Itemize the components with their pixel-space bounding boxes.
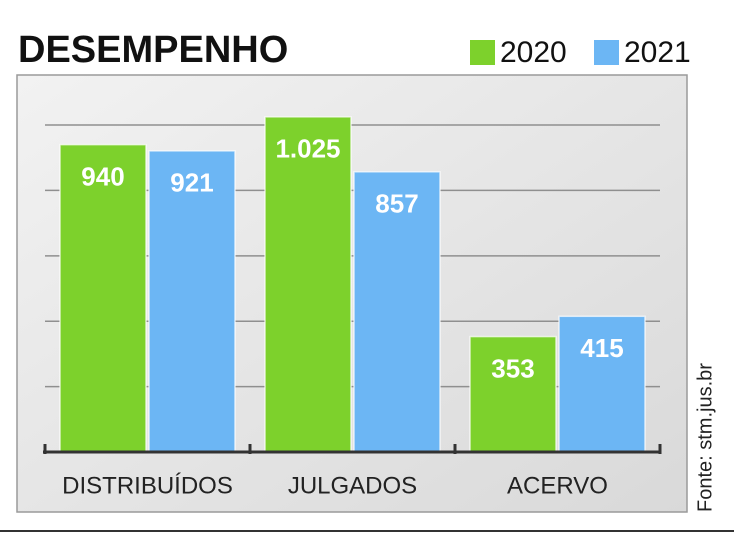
value-label: 921 bbox=[170, 168, 213, 198]
legend-swatch bbox=[594, 40, 619, 65]
x-tick-label: DISTRIBUÍDOS bbox=[62, 472, 233, 499]
value-label: 353 bbox=[491, 353, 534, 383]
bar bbox=[59, 143, 147, 453]
x-tick-label: JULGADOS bbox=[288, 472, 417, 499]
legend-label: 2020 bbox=[500, 36, 567, 69]
x-tick-label: ACERVO bbox=[507, 472, 608, 499]
legend-swatch bbox=[470, 40, 495, 65]
chart-title: DESEMPENHO bbox=[18, 29, 288, 71]
bar bbox=[148, 150, 236, 453]
bar bbox=[558, 315, 646, 453]
bar bbox=[469, 335, 557, 453]
bar bbox=[353, 171, 441, 453]
value-label: 1.025 bbox=[275, 134, 340, 164]
legend-label: 2021 bbox=[624, 36, 691, 69]
value-label: 857 bbox=[375, 189, 418, 219]
value-label: 940 bbox=[81, 162, 124, 192]
bar bbox=[264, 116, 352, 453]
value-label: 415 bbox=[580, 333, 623, 363]
source: Fonte: stm.jus.br bbox=[694, 363, 716, 512]
